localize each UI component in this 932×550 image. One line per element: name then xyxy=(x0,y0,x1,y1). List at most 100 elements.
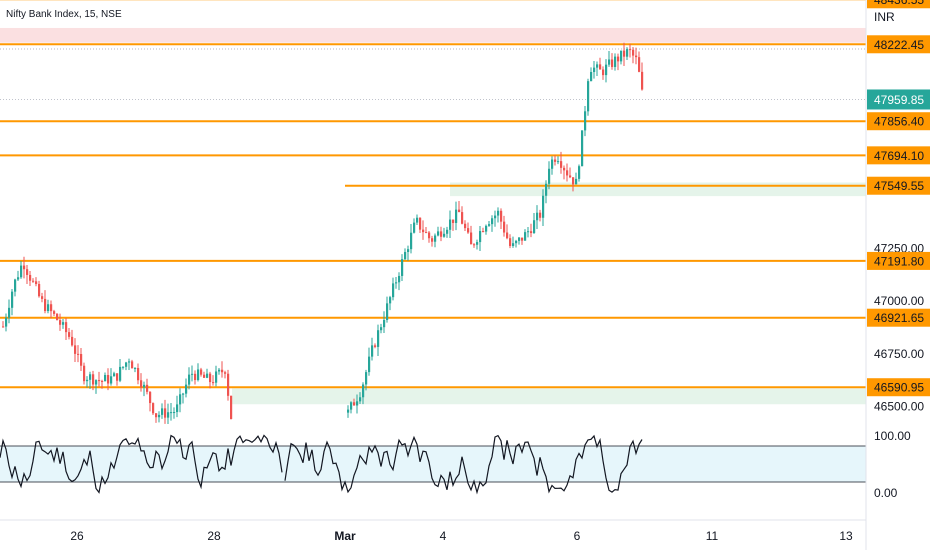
candle-body xyxy=(230,395,233,419)
candle-body xyxy=(518,237,521,241)
candle-body xyxy=(533,220,536,234)
candle-body xyxy=(548,168,551,184)
level-badge-label: 48222.45 xyxy=(874,38,924,52)
candle-body xyxy=(200,369,203,375)
candle-body xyxy=(365,372,368,385)
candle-body xyxy=(104,374,107,382)
candle-body xyxy=(206,373,209,378)
candle-body xyxy=(215,371,218,383)
candle-body xyxy=(224,372,227,374)
candle-body xyxy=(509,238,512,246)
candle-body xyxy=(575,178,578,185)
demand-zone xyxy=(232,388,866,405)
level-badge-label: 47191.80 xyxy=(874,254,924,268)
candle-body xyxy=(563,167,566,171)
candle-body xyxy=(65,322,68,333)
candle-body xyxy=(140,380,143,388)
candle-body xyxy=(452,219,455,223)
candle-body xyxy=(113,373,116,377)
candle-body xyxy=(407,249,410,252)
candle-body xyxy=(38,284,41,297)
candle-body xyxy=(524,232,527,241)
price-tick-label: 46750.00 xyxy=(874,347,924,361)
candle-body xyxy=(551,159,554,169)
candle-body xyxy=(473,244,476,246)
candle-body xyxy=(89,374,92,380)
candle-body xyxy=(605,64,608,76)
candle-body xyxy=(8,307,11,318)
candle-body xyxy=(47,304,50,312)
level-badge xyxy=(867,176,930,195)
candle-body xyxy=(353,402,356,406)
date-tick-label: 13 xyxy=(839,529,853,543)
candle-body xyxy=(62,322,65,325)
candle-body xyxy=(593,67,596,73)
candle-body xyxy=(497,210,500,216)
candle-body xyxy=(443,233,446,237)
candle-body xyxy=(56,313,59,321)
candle-body xyxy=(539,212,542,218)
oscillator-line xyxy=(284,434,643,495)
candle-body xyxy=(32,280,35,282)
candle-body xyxy=(209,373,212,383)
candle-body xyxy=(155,413,158,418)
candle-body xyxy=(164,408,167,418)
candle-body xyxy=(359,397,362,402)
candle-body xyxy=(179,394,182,405)
candle-body xyxy=(608,59,611,65)
candle-body xyxy=(638,57,641,72)
candle-body xyxy=(536,212,539,221)
candle-body xyxy=(167,412,170,418)
candle-body xyxy=(383,319,386,328)
candle-body xyxy=(98,380,101,382)
candle-body xyxy=(134,367,137,369)
candle-body xyxy=(416,217,419,223)
candle-body xyxy=(449,219,452,230)
candle-body xyxy=(560,161,563,168)
candle-body xyxy=(620,50,623,62)
chart-title: Nifty Bank Index, 15, NSE xyxy=(6,9,122,20)
candle-body xyxy=(161,408,164,415)
candle-body xyxy=(173,412,176,414)
candle-body xyxy=(527,231,530,233)
candle-body xyxy=(83,365,86,382)
candle-body xyxy=(386,303,389,320)
candle-body xyxy=(485,225,488,232)
candle-body xyxy=(5,317,8,327)
candle-body xyxy=(494,215,497,219)
candle-body xyxy=(437,231,440,236)
candle-body xyxy=(92,374,95,385)
candle-body xyxy=(467,228,470,233)
candle-body xyxy=(170,412,173,414)
candle-body xyxy=(371,345,374,357)
level-badge-label: 46590.95 xyxy=(874,381,924,395)
candle-body xyxy=(413,222,416,233)
currency-label[interactable]: INR xyxy=(874,10,895,24)
candle-body xyxy=(74,345,77,354)
level-badge xyxy=(867,35,930,54)
candle-body xyxy=(380,327,383,331)
supply-zone xyxy=(0,27,866,43)
candle-body xyxy=(542,195,545,218)
candle-body xyxy=(125,362,128,367)
candle-body xyxy=(392,283,395,298)
level-badge xyxy=(867,378,930,397)
date-tick-label: 28 xyxy=(207,529,221,543)
level-badge xyxy=(867,0,930,9)
candle-body xyxy=(26,269,29,275)
price-tick-label: 47000.00 xyxy=(874,294,924,308)
candle-body xyxy=(428,232,431,239)
time-axis[interactable]: 26 28 Mar 4 6 11 13 xyxy=(70,529,853,543)
candle-body xyxy=(158,414,161,418)
candle-body xyxy=(377,330,380,347)
oscillator-tick-label: 0.00 xyxy=(874,486,898,500)
candle-body xyxy=(458,209,461,213)
candle-body xyxy=(212,382,215,384)
candle-body xyxy=(395,282,398,284)
level-badge xyxy=(867,251,930,270)
candle-body xyxy=(521,237,524,241)
candle-body xyxy=(626,49,629,57)
date-tick-label: 26 xyxy=(70,529,84,543)
candle-body xyxy=(152,403,155,414)
